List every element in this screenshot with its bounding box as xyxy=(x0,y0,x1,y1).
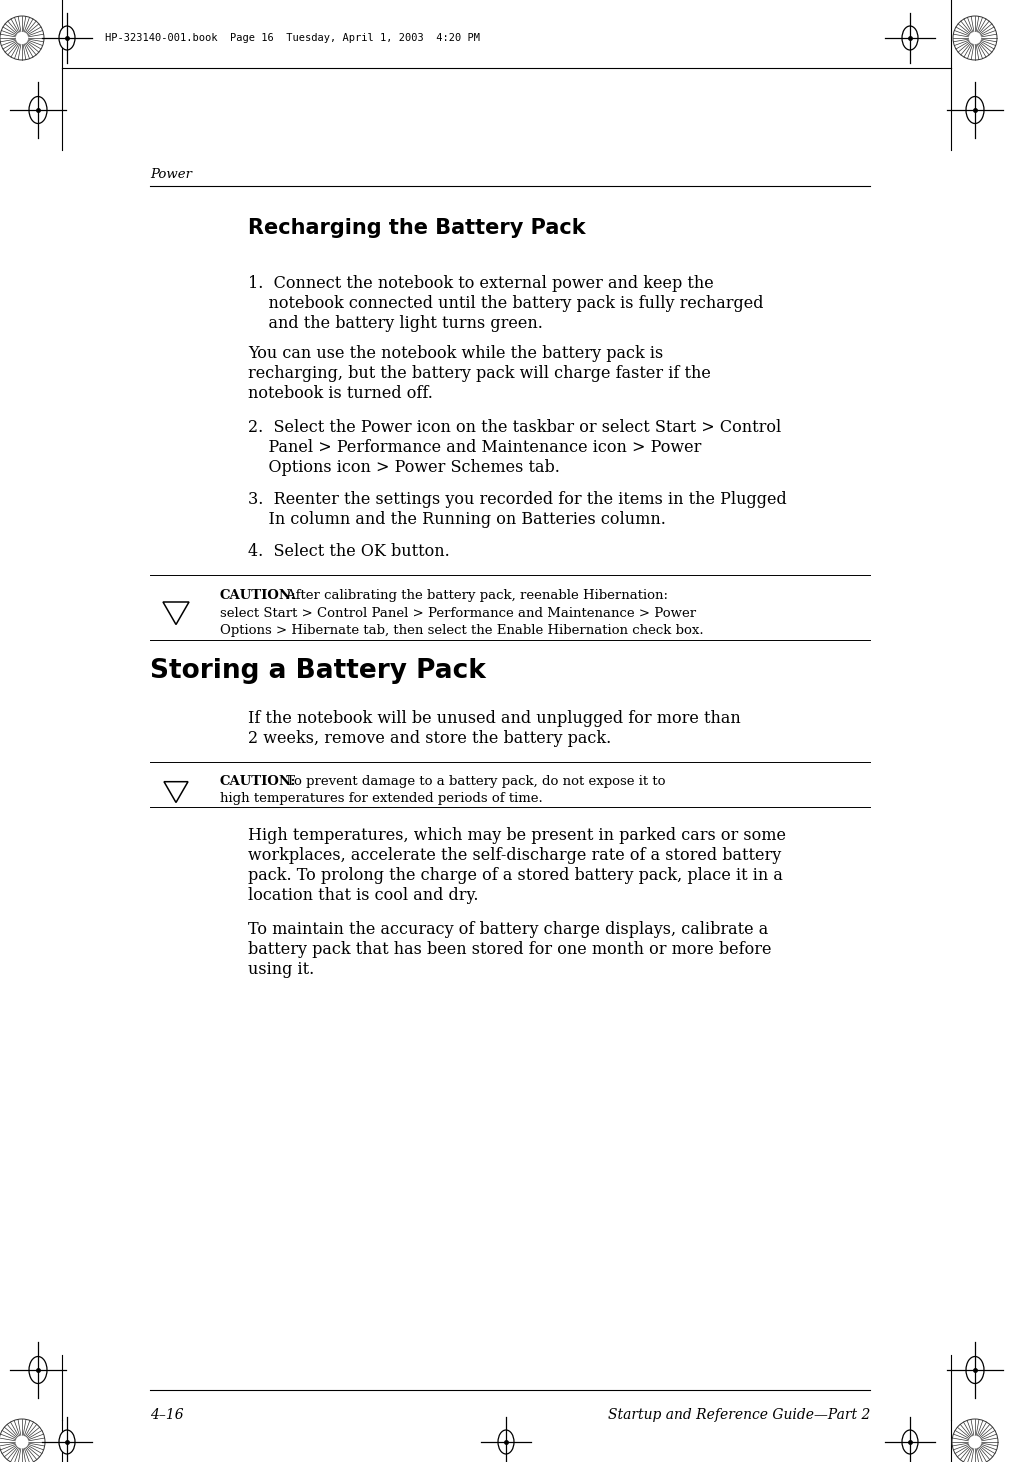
Text: HP-323140-001.book  Page 16  Tuesday, April 1, 2003  4:20 PM: HP-323140-001.book Page 16 Tuesday, Apri… xyxy=(105,34,480,42)
Text: Recharging the Battery Pack: Recharging the Battery Pack xyxy=(248,218,586,238)
Text: CAUTION:: CAUTION: xyxy=(220,775,297,788)
Text: high temperatures for extended periods of time.: high temperatures for extended periods o… xyxy=(220,792,543,806)
Text: notebook connected until the battery pack is fully recharged: notebook connected until the battery pac… xyxy=(248,295,764,311)
Text: Options > Hibernate tab, then select the Enable Hibernation check box.: Options > Hibernate tab, then select the… xyxy=(220,624,704,637)
Ellipse shape xyxy=(29,96,47,123)
Text: To maintain the accuracy of battery charge displays, calibrate a: To maintain the accuracy of battery char… xyxy=(248,921,768,939)
Text: In column and the Running on Batteries column.: In column and the Running on Batteries c… xyxy=(248,512,666,528)
Text: You can use the notebook while the battery pack is: You can use the notebook while the batte… xyxy=(248,345,664,363)
Ellipse shape xyxy=(59,26,75,50)
Text: using it.: using it. xyxy=(248,961,314,978)
Circle shape xyxy=(16,32,28,44)
Text: 4–16: 4–16 xyxy=(150,1408,183,1423)
Polygon shape xyxy=(163,602,189,624)
Polygon shape xyxy=(164,782,188,803)
Text: select Start > Control Panel > Performance and Maintenance > Power: select Start > Control Panel > Performan… xyxy=(220,607,696,620)
Ellipse shape xyxy=(902,26,918,50)
Text: notebook is turned off.: notebook is turned off. xyxy=(248,385,433,402)
Text: High temperatures, which may be present in parked cars or some: High temperatures, which may be present … xyxy=(248,827,786,844)
Ellipse shape xyxy=(902,1430,918,1455)
Text: workplaces, accelerate the self-discharge rate of a stored battery: workplaces, accelerate the self-discharg… xyxy=(248,846,781,864)
Circle shape xyxy=(968,1436,982,1449)
Circle shape xyxy=(968,32,982,44)
Text: and the battery light turns green.: and the battery light turns green. xyxy=(248,314,543,332)
Text: After calibrating the battery pack, reenable Hibernation:: After calibrating the battery pack, reen… xyxy=(282,589,668,602)
Text: To prevent damage to a battery pack, do not expose it to: To prevent damage to a battery pack, do … xyxy=(282,775,666,788)
Ellipse shape xyxy=(966,96,984,123)
Text: Panel > Performance and Maintenance icon > Power: Panel > Performance and Maintenance icon… xyxy=(248,439,701,456)
Text: If the notebook will be unused and unplugged for more than: If the notebook will be unused and unplu… xyxy=(248,711,741,727)
Text: CAUTION:: CAUTION: xyxy=(220,589,297,602)
Text: recharging, but the battery pack will charge faster if the: recharging, but the battery pack will ch… xyxy=(248,366,711,382)
Text: 2 weeks, remove and store the battery pack.: 2 weeks, remove and store the battery pa… xyxy=(248,730,611,747)
Text: 1.  Connect the notebook to external power and keep the: 1. Connect the notebook to external powe… xyxy=(248,275,714,292)
Ellipse shape xyxy=(498,1430,514,1455)
Text: 2.  Select the Power icon on the taskbar or select Start > Control: 2. Select the Power icon on the taskbar … xyxy=(248,420,781,436)
Text: pack. To prolong the charge of a stored battery pack, place it in a: pack. To prolong the charge of a stored … xyxy=(248,867,783,885)
Text: location that is cool and dry.: location that is cool and dry. xyxy=(248,887,478,904)
Text: battery pack that has been stored for one month or more before: battery pack that has been stored for on… xyxy=(248,942,772,958)
Ellipse shape xyxy=(29,1357,47,1383)
Text: Options icon > Power Schemes tab.: Options icon > Power Schemes tab. xyxy=(248,459,560,477)
Text: Storing a Battery Pack: Storing a Battery Pack xyxy=(150,658,486,684)
Text: 3.  Reenter the settings you recorded for the items in the Plugged: 3. Reenter the settings you recorded for… xyxy=(248,491,787,507)
Text: Power: Power xyxy=(150,168,192,181)
Ellipse shape xyxy=(966,1357,984,1383)
Text: 4.  Select the OK button.: 4. Select the OK button. xyxy=(248,542,450,560)
Text: Startup and Reference Guide—Part 2: Startup and Reference Guide—Part 2 xyxy=(608,1408,870,1423)
Ellipse shape xyxy=(59,1430,75,1455)
Circle shape xyxy=(15,1436,28,1449)
